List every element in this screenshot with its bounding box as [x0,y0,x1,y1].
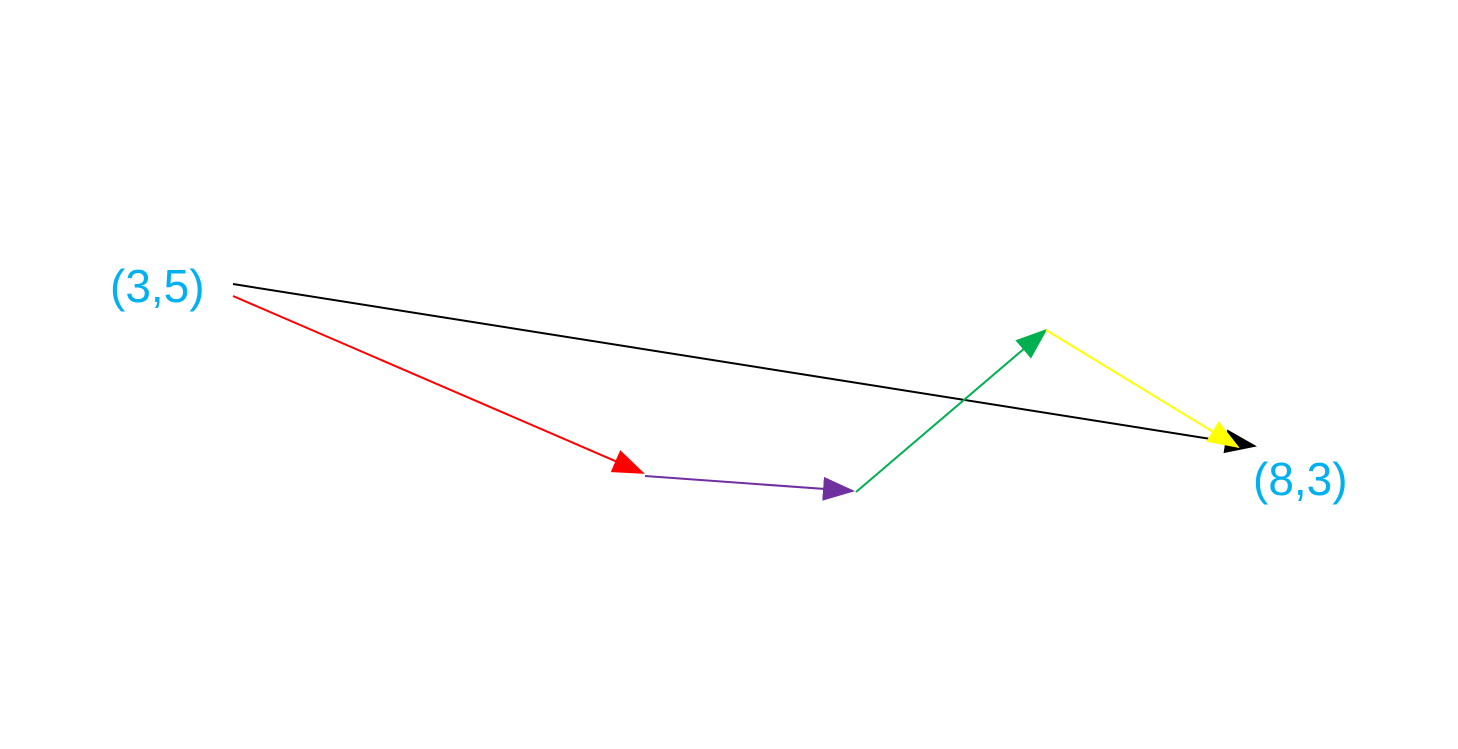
black-resultant-vector [232,283,1257,454]
start-point-label: (3,5) [110,260,205,312]
end-point-label: (8,3) [1253,453,1348,505]
yellow-vector [1045,329,1240,449]
red-vector [232,295,645,474]
green-vector [855,328,1048,493]
purple-vector [644,475,855,501]
